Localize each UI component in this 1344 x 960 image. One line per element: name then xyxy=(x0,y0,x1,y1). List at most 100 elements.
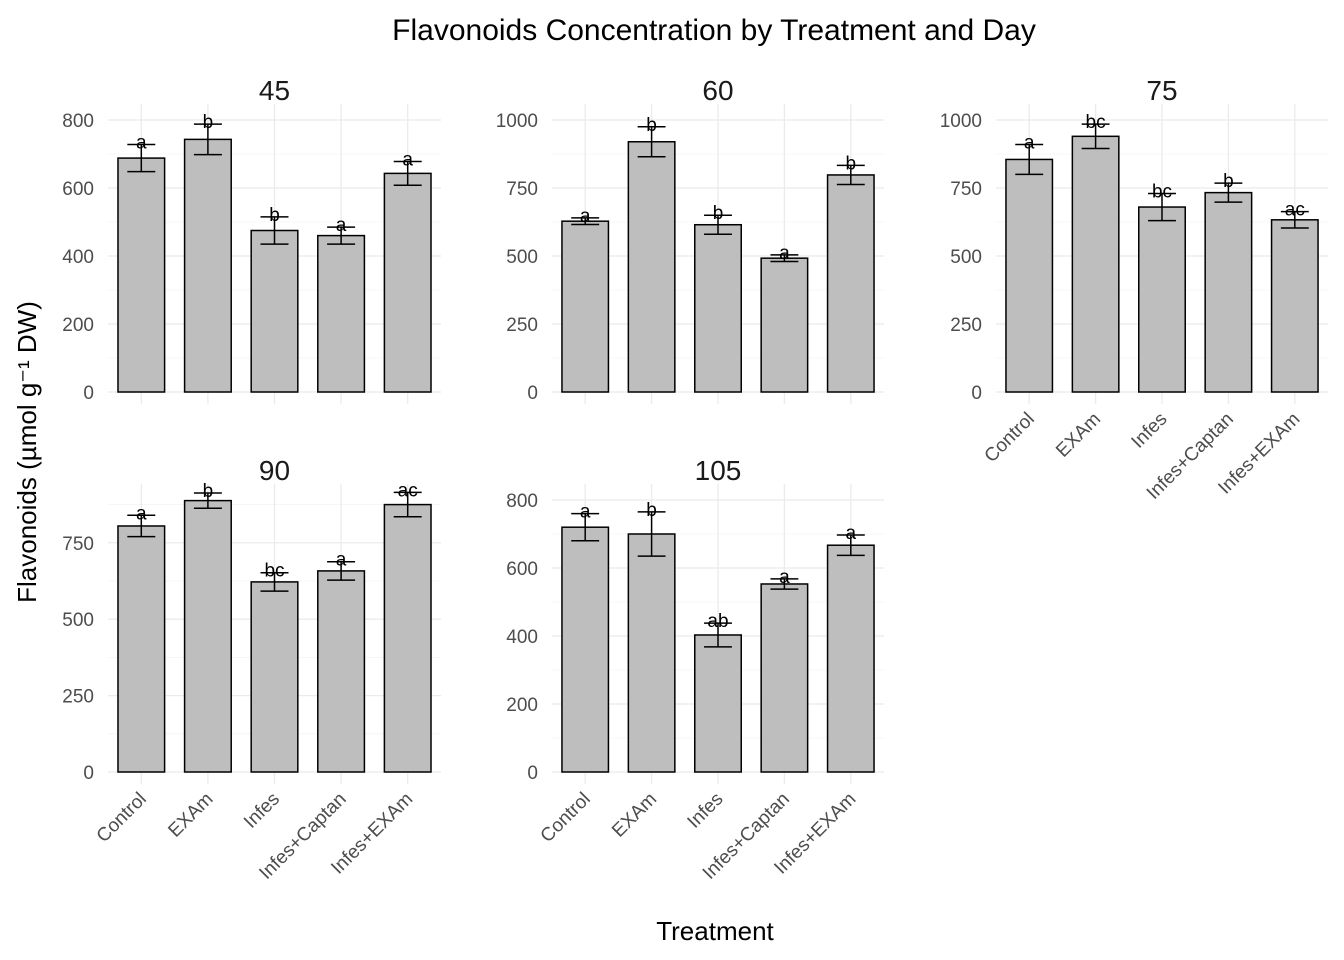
y-tick-label: 500 xyxy=(62,610,94,631)
y-tick-label: 250 xyxy=(506,315,538,336)
bar-Control xyxy=(1005,158,1054,393)
error-bar xyxy=(127,514,156,538)
significance-letter: b xyxy=(713,203,724,224)
error-bar xyxy=(704,214,732,235)
bar-Infes+EXAm xyxy=(826,544,875,773)
bar-Infes+Captan xyxy=(317,570,366,773)
bar-Infes+Captan xyxy=(760,257,809,393)
x-axis-title: Treatment xyxy=(656,916,774,946)
x-tick-label: Infes xyxy=(684,789,728,833)
y-tick-label: 0 xyxy=(83,383,94,404)
x-tick-label: Control xyxy=(537,789,595,847)
significance-letter: a xyxy=(136,132,147,153)
y-tick-label: 200 xyxy=(62,315,94,336)
x-tick-label: EXAm xyxy=(608,789,661,842)
error-bar xyxy=(571,217,600,226)
significance-letter: a xyxy=(580,502,591,523)
y-tick-label: 750 xyxy=(62,534,94,555)
significance-letter: ac xyxy=(1285,200,1305,221)
significance-letter: bc xyxy=(1152,181,1172,202)
error-bar xyxy=(1280,210,1309,229)
bar-EXAm xyxy=(183,499,232,773)
bar-Infes+EXAm xyxy=(1270,219,1319,393)
significance-letter: a xyxy=(336,550,347,571)
error-bar xyxy=(1081,123,1110,150)
facet-title: 90 xyxy=(259,455,290,486)
bar-Control xyxy=(561,526,610,773)
error-bar xyxy=(637,126,666,158)
bar-Infes xyxy=(694,634,742,773)
bar-Infes+Captan xyxy=(317,234,366,393)
error-bar xyxy=(1214,182,1243,203)
y-tick-label: 800 xyxy=(506,491,538,512)
bar-Infes+EXAm xyxy=(826,174,875,393)
y-tick-label: 400 xyxy=(506,627,538,648)
y-tick-label: 800 xyxy=(62,111,94,132)
y-tick-label: 600 xyxy=(62,179,94,200)
bar-Control xyxy=(561,220,610,393)
error-bar xyxy=(1015,143,1044,176)
significance-letter: b xyxy=(1223,171,1234,192)
bar-Control xyxy=(117,525,166,773)
error-bar xyxy=(836,534,865,557)
error-bar xyxy=(127,143,156,173)
x-tick-label: EXAm xyxy=(1052,409,1105,462)
error-bar xyxy=(260,216,289,245)
error-bar xyxy=(770,578,799,590)
significance-letter: b xyxy=(203,481,214,502)
error-bar xyxy=(637,511,666,557)
chart-title: Flavonoids Concentration by Treatment an… xyxy=(392,14,1036,47)
error-bar xyxy=(836,164,865,186)
significance-letter: b xyxy=(269,205,280,226)
bar-Infes xyxy=(694,223,742,393)
bar-EXAm xyxy=(627,533,676,773)
y-tick-label: 1000 xyxy=(496,111,538,132)
significance-letter: a xyxy=(1024,132,1035,153)
facet-title: 45 xyxy=(259,75,290,106)
y-tick-label: 400 xyxy=(62,247,94,268)
bar-Control xyxy=(117,157,166,393)
facet-title: 75 xyxy=(1146,75,1177,106)
significance-letter: ac xyxy=(398,480,418,501)
y-tick-label: 750 xyxy=(950,179,982,200)
bar-Infes xyxy=(250,581,299,773)
y-tick-label: 0 xyxy=(527,763,538,784)
bar-Infes+EXAm xyxy=(383,503,432,773)
facet-title: 60 xyxy=(702,75,733,106)
error-bar xyxy=(193,123,222,156)
y-tick-label: 600 xyxy=(506,559,538,580)
x-tick-label: Control xyxy=(93,789,151,847)
y-tick-label: 1000 xyxy=(940,111,982,132)
bar-Infes xyxy=(1138,206,1186,393)
y-tick-label: 500 xyxy=(506,247,538,268)
y-tick-label: 0 xyxy=(83,763,94,784)
significance-letter: a xyxy=(402,149,413,170)
error-bar xyxy=(704,622,732,648)
error-bar xyxy=(1148,192,1176,222)
facet-panel-60: 0 250 500 750 1000 60 a b b a b xyxy=(496,75,884,404)
y-tick-label: 500 xyxy=(950,247,982,268)
bar-EXAm xyxy=(183,138,232,393)
significance-letter: bc xyxy=(1086,112,1106,133)
y-axis-title: Flavonoids (µmol g⁻¹ DW) xyxy=(12,301,42,603)
y-tick-label: 0 xyxy=(527,383,538,404)
facet-panel-90: 025050075090aControlbEXAmbcInfesaInfes+C… xyxy=(62,455,441,884)
facet-panel-105: 0200400600800105aControlbEXAmabInfesaInf… xyxy=(506,455,884,884)
significance-letter: b xyxy=(646,500,657,521)
y-tick-label: 750 xyxy=(506,179,538,200)
facet-title: 105 xyxy=(695,455,742,486)
y-tick-label: 200 xyxy=(506,695,538,716)
bar-Infes xyxy=(250,229,299,393)
significance-letter: bc xyxy=(264,561,284,582)
error-bar xyxy=(327,560,356,581)
significance-letter: a xyxy=(580,206,591,227)
x-tick-label: Infes xyxy=(1128,409,1172,453)
x-tick-label: EXAm xyxy=(165,789,218,842)
significance-letter: a xyxy=(779,243,790,264)
significance-letter: ab xyxy=(707,611,728,632)
error-bar xyxy=(260,571,289,592)
bar-Infes+Captan xyxy=(760,583,809,773)
facet-panel-75: 0250500750100075aControlbcEXAmbcInfesbIn… xyxy=(940,75,1328,504)
